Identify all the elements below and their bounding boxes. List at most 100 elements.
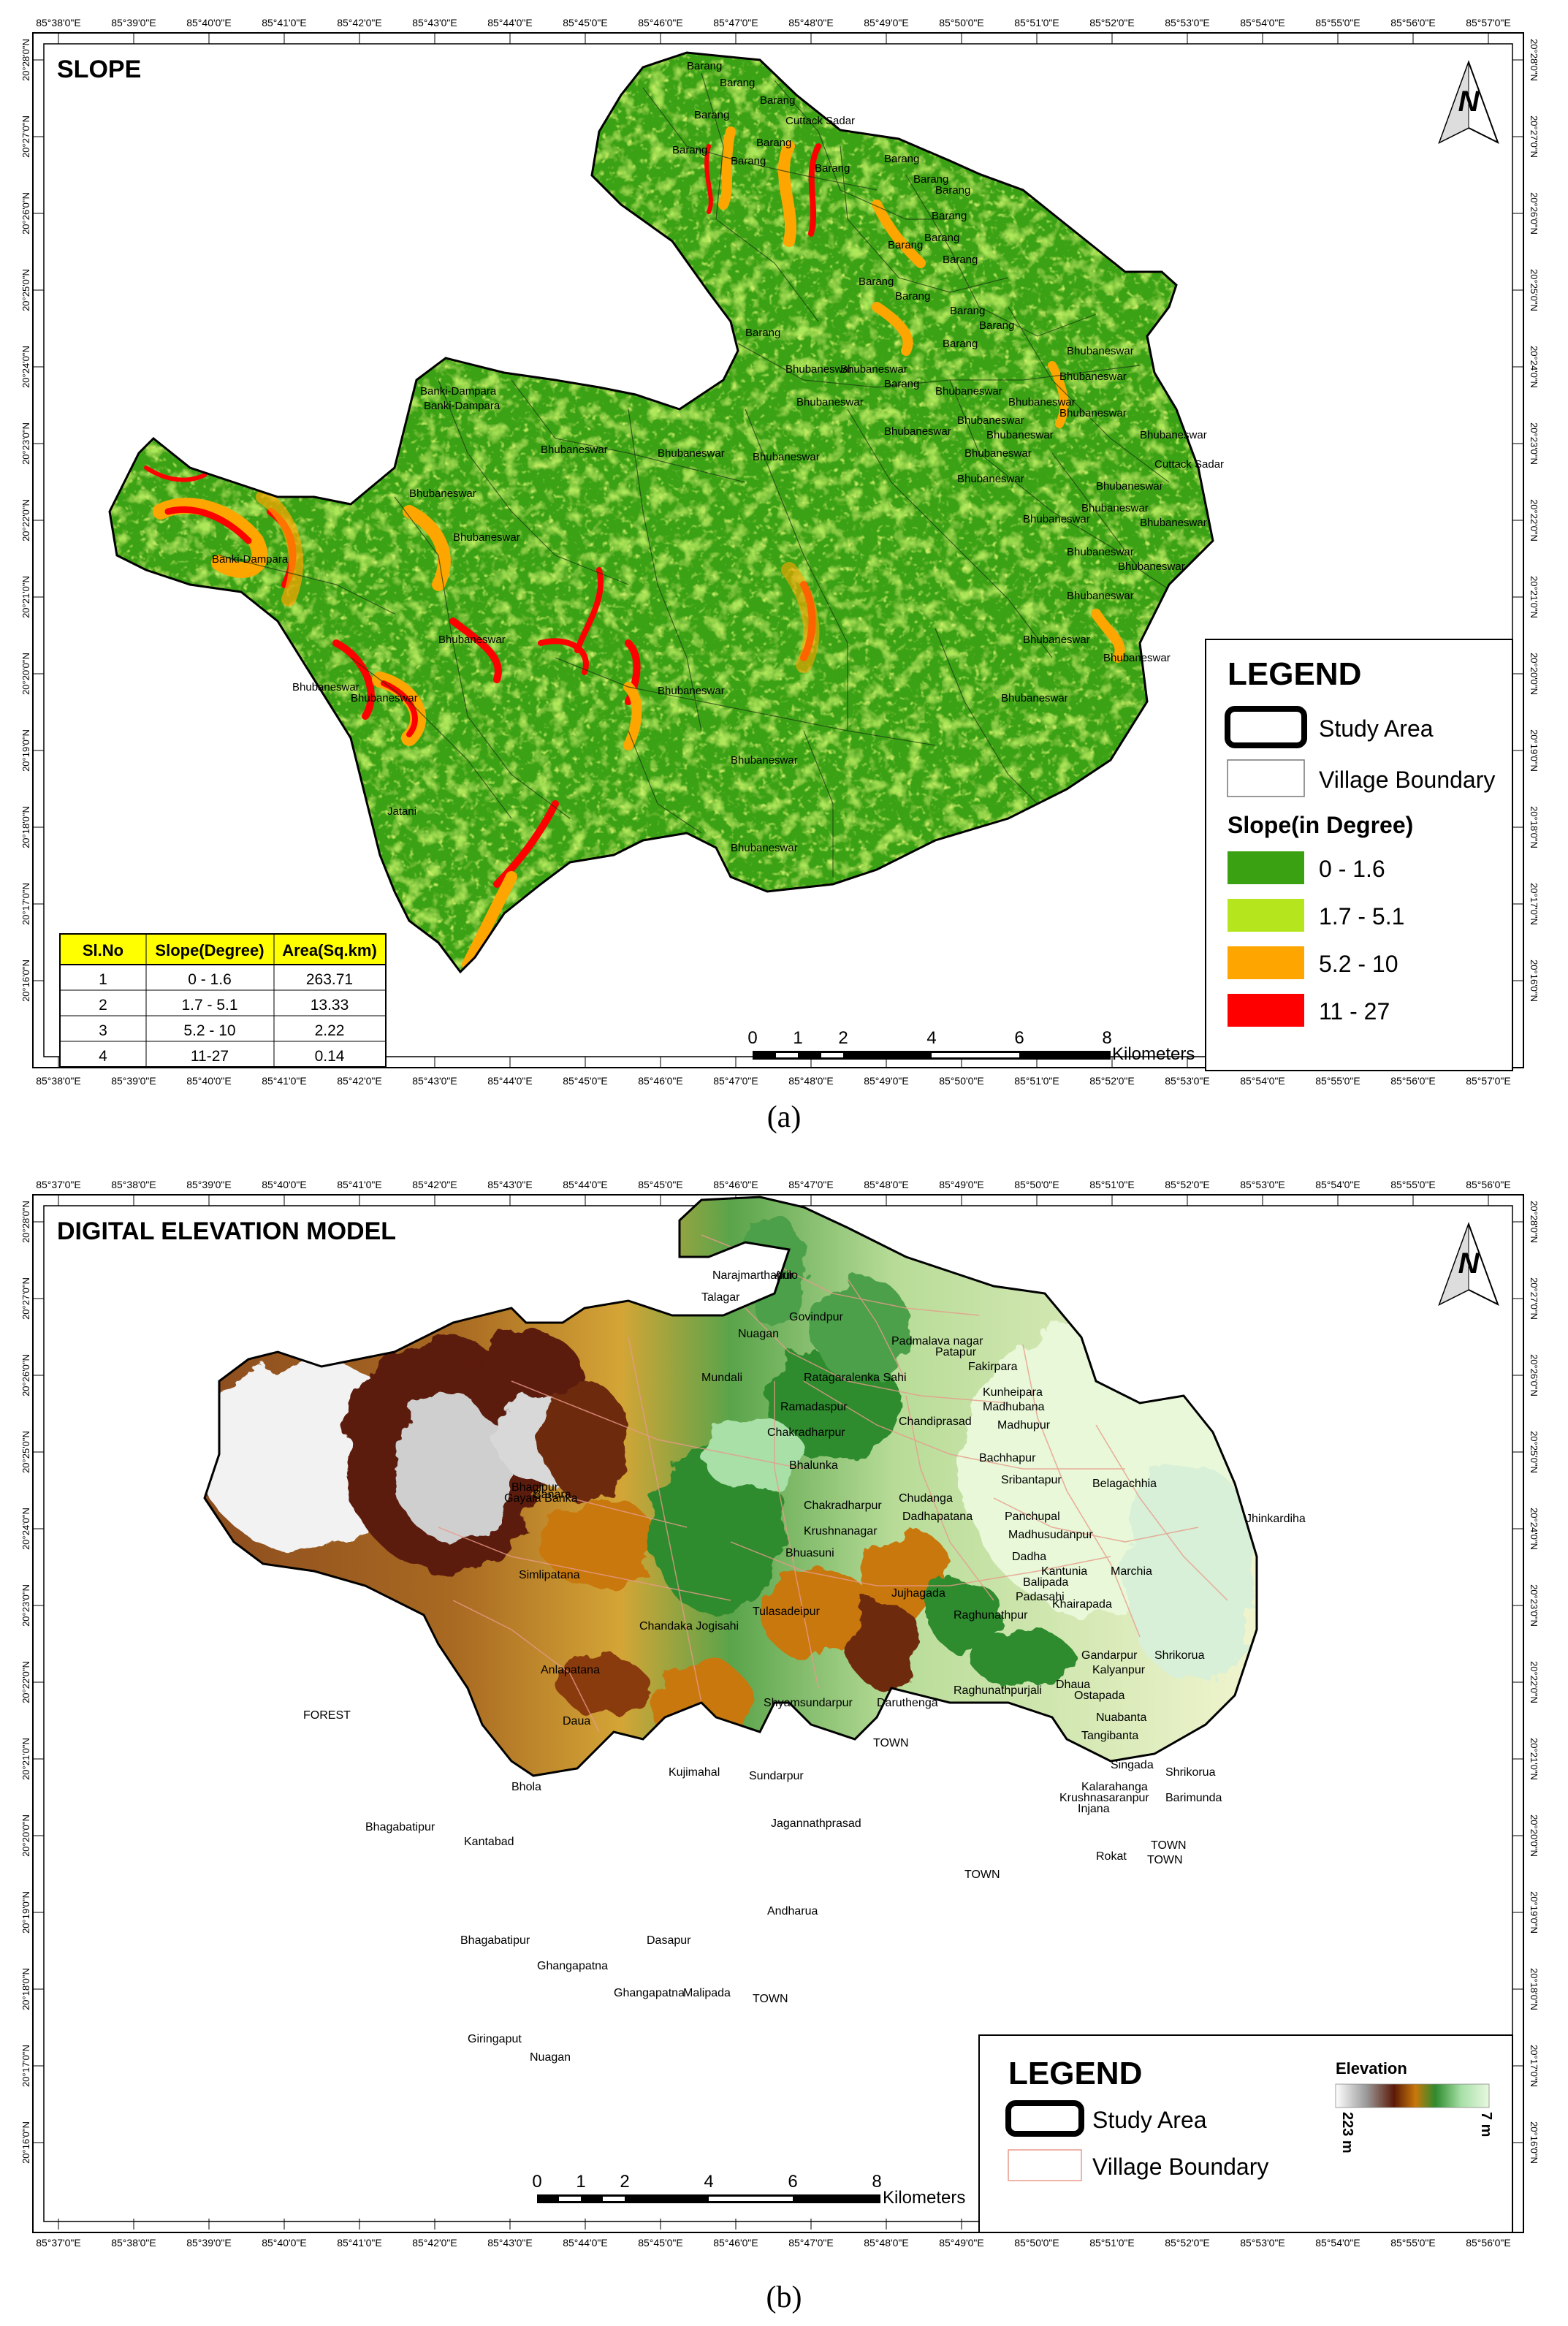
latitude-tick-label: 20°21'0"N	[20, 576, 31, 618]
place-label: Anlapatana	[541, 1664, 600, 1676]
longitude-tick-label: 85°57'0"E	[1466, 17, 1511, 28]
longitude-tick-label: 85°44'0"E	[487, 1075, 533, 1087]
place-label: TOWN	[964, 1869, 1000, 1881]
longitude-tick-label: 85°43'0"E	[487, 1179, 533, 1190]
longitude-tick-label: 85°40'0"E	[186, 1075, 232, 1087]
slope-map-svg: 85°38'0"E 85°39'0"E 85°40'0"E 85°41'0"E 85°4…	[20, 17, 1540, 1087]
place-label: Patapur	[935, 1346, 977, 1358]
place-label: Barang	[745, 327, 780, 339]
latitude-ticks-left: 20°28'0"N 20°27'0"N 20°26'0"N 20°25'0"N 20°2…	[20, 1201, 44, 2164]
longitude-tick-label: 85°54'0"E	[1240, 17, 1285, 28]
longitude-tick-label: 85°55'0"E	[1315, 17, 1360, 28]
latitude-tick-label: 20°22'0"N	[20, 499, 31, 541]
scale-tick-label: 1	[793, 1028, 802, 1048]
place-label: Nuabanta	[1096, 1711, 1146, 1724]
place-label: Chakradharpur	[804, 1500, 882, 1512]
slope-class-label: 1.7 - 5.1	[1319, 903, 1404, 930]
latitude-tick-label: 20°19'0"N	[20, 1891, 31, 1934]
place-label: Barang	[672, 144, 707, 156]
longitude-tick-label: 85°47'0"E	[713, 1075, 758, 1087]
place-label: Fakirpara	[968, 1361, 1018, 1373]
place-label: Barang	[859, 275, 894, 288]
place-label: Mundali	[701, 1372, 742, 1384]
place-label: Shrikorua	[1154, 1649, 1205, 1662]
place-label: Bhubaneswar	[409, 487, 476, 500]
place-label: Gandarpur	[1081, 1649, 1138, 1662]
place-label: Bhubaneswar	[658, 685, 725, 697]
place-label: Barang	[884, 378, 919, 390]
longitude-tick-label: 85°43'0"E	[412, 1075, 457, 1087]
place-label: Belagachhia	[1092, 1478, 1157, 1490]
place-label: Malipada	[683, 1987, 731, 1999]
latitude-tick-label: 20°20'0"N	[1529, 1814, 1540, 1857]
place-label: Balipada	[1023, 1576, 1068, 1589]
longitude-tick-label: 85°41'0"E	[262, 17, 307, 28]
place-label: Banki-Dampara	[212, 553, 289, 566]
longitude-tick-label: 85°56'0"E	[1466, 1179, 1511, 1190]
steep-slope-zones	[144, 126, 1125, 970]
place-label: Bhubaneswar	[292, 681, 359, 693]
study-area-swatch	[1225, 706, 1307, 748]
place-label: Bhubaneswar	[1067, 546, 1134, 558]
longitude-tick-label: 85°53'0"E	[1240, 1179, 1285, 1190]
longitude-tick-label: 85°45'0"E	[638, 2237, 683, 2249]
longitude-tick-label: 85°41'0"E	[262, 1075, 307, 1087]
place-label: Barang	[950, 305, 985, 317]
place-label: Kantabad	[464, 1836, 514, 1848]
legend-title: LEGEND	[1228, 656, 1361, 692]
longitude-tick-label: 85°40'0"E	[262, 1179, 307, 1190]
latitude-tick-label: 20°18'0"N	[1529, 1968, 1540, 2010]
place-label: Bhubaneswar	[884, 425, 951, 438]
longitude-tick-label: 85°52'0"E	[1089, 1075, 1135, 1087]
latitude-tick-label: 20°17'0"N	[1529, 2045, 1540, 2087]
place-label: Bhagipur	[511, 1481, 559, 1494]
longitude-tick-label: 85°52'0"E	[1165, 2237, 1210, 2249]
scale-tick-label: 8	[1102, 1028, 1111, 1048]
place-label: Krushnasaranpur	[1059, 1792, 1149, 1804]
place-label: Bhubaneswar	[1140, 517, 1207, 529]
longitude-tick-label: 85°51'0"E	[1014, 1075, 1059, 1087]
scale-bar: 0 1 2 4 6 8 Kilometers	[532, 2172, 965, 2208]
latitude-tick-label: 20°18'0"N	[1529, 806, 1540, 848]
longitude-tick-label: 85°38'0"E	[111, 1179, 156, 1190]
latitude-tick-label: 20°26'0"N	[20, 1354, 31, 1396]
village-boundary-label: Village Boundary	[1092, 2154, 1268, 2180]
latitude-tick-label: 20°21'0"N	[1529, 576, 1540, 618]
latitude-tick-label: 20°25'0"N	[20, 1431, 31, 1473]
place-label: Talagar	[701, 1291, 740, 1304]
table-header-cell: Area(Sq.km)	[282, 941, 377, 959]
place-label: Bhubaneswar	[731, 842, 798, 854]
latitude-tick-label: 20°27'0"N	[20, 1277, 31, 1320]
place-label: TOWN	[753, 1993, 788, 2005]
place-label: Bhagabatipur	[365, 1821, 435, 1833]
place-label: Barang	[924, 232, 959, 244]
longitude-tick-label: 85°49'0"E	[864, 1075, 909, 1087]
longitude-tick-label: 85°45'0"E	[638, 1179, 683, 1190]
longitude-tick-label: 85°48'0"E	[864, 1179, 909, 1190]
longitude-tick-label: 85°47'0"E	[788, 1179, 834, 1190]
scale-tick-label: 6	[788, 2172, 797, 2192]
latitude-tick-label: 20°24'0"N	[1529, 346, 1540, 388]
village-boundaries	[218, 72, 1184, 877]
longitude-tick-label: 85°51'0"E	[1089, 1179, 1135, 1190]
place-label: Madhupur	[997, 1419, 1051, 1432]
legend: LEGEND Study Area Village Boundary Slope…	[1205, 639, 1513, 1071]
latitude-tick-label: 20°24'0"N	[20, 346, 31, 388]
place-label: Raghunathpurjali	[954, 1684, 1042, 1697]
slope-class-label: 5.2 - 10	[1319, 951, 1398, 977]
place-label: Nuagan	[530, 2051, 571, 2064]
longitude-tick-label: 85°42'0"E	[412, 1179, 457, 1190]
place-label: Barang	[694, 109, 729, 121]
slope-class-swatch	[1228, 899, 1304, 932]
longitude-tick-label: 85°41'0"E	[337, 1179, 382, 1190]
place-label: Narajmarthapur	[712, 1269, 794, 1282]
place-label: Bhubaneswar	[453, 531, 520, 544]
latitude-tick-label: 20°28'0"N	[20, 1201, 31, 1243]
scale-tick-label: 2	[620, 2172, 629, 2192]
place-label: Sundarpur	[749, 1770, 804, 1782]
study-area-label: Study Area	[1092, 2107, 1207, 2133]
place-label: Madhusudanpur	[1008, 1529, 1093, 1541]
place-label: Barang	[731, 155, 766, 167]
place-label: Bhubaneswar	[957, 414, 1024, 427]
place-label: Bhubaneswar	[935, 385, 1002, 398]
